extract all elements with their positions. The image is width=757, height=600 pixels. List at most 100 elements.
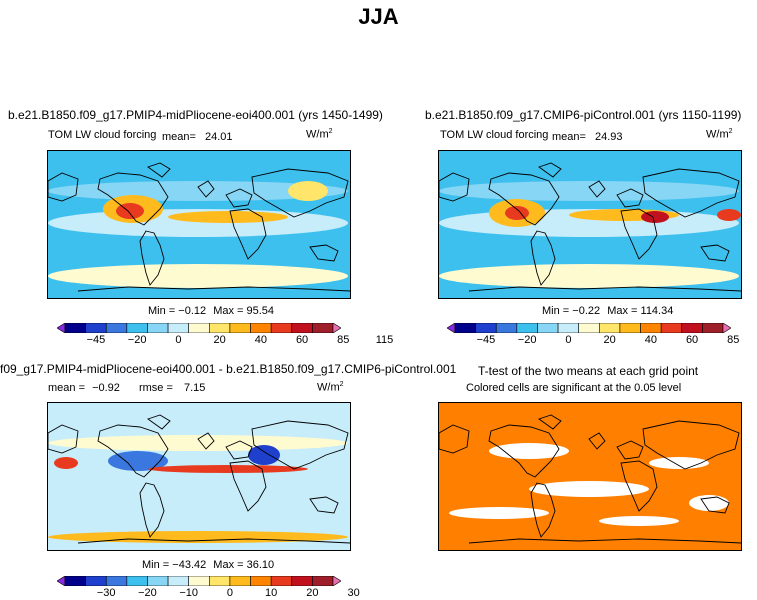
coastline (147, 162, 171, 178)
panel-1-map (47, 150, 351, 299)
panel-2-map (438, 150, 742, 299)
map-field-region (168, 211, 288, 223)
coastline (700, 496, 730, 514)
panel-3-rmse-label: rmse = (138, 382, 173, 394)
colorbar-swatch (250, 576, 272, 586)
colorbar-arrow-high (332, 323, 341, 333)
panel-1-mean-label: mean= (162, 131, 196, 143)
panel-1-mean: mean= 24.01 (162, 131, 233, 143)
colorbar-swatch (270, 576, 293, 586)
colorbar-swatch (640, 323, 662, 333)
colorbar-swatch (209, 576, 231, 586)
coastline (620, 460, 658, 512)
coastline (530, 482, 556, 538)
colorbar-arrow-high (332, 576, 341, 586)
panel-1-units: W/m2 (306, 128, 333, 141)
coastline (225, 188, 253, 208)
coastline (309, 244, 339, 262)
colorbar-tick-label: 0 (226, 587, 233, 599)
panel-2-min-label: Min = (542, 305, 570, 317)
coastline (97, 424, 169, 478)
colorbar-swatch (619, 323, 641, 333)
panel-3-mean: mean = −0.92 rmse = 7.15 (48, 382, 205, 394)
colorbar-swatch (291, 323, 313, 333)
panel-4-subtitle: Colored cells are significant at the 0.0… (466, 382, 682, 394)
colorbar-swatch (578, 323, 600, 333)
colorbar-tick-label: 60 (685, 334, 699, 346)
colorbar-tick-label: −10 (179, 587, 199, 599)
colorbar-swatch (209, 323, 231, 333)
panel-2-max-value: 114.34 (640, 305, 674, 317)
colorbar-tick-label: 0 (175, 334, 182, 346)
colorbar-swatch (188, 323, 210, 333)
map-field-region (48, 435, 348, 451)
colorbar-swatch (167, 576, 189, 586)
panel-2-max-label: Max = (607, 305, 638, 317)
panel-1-min-value: −0.12 (178, 305, 207, 317)
panel-1-units-label: W/m (306, 128, 329, 141)
coastline (48, 424, 79, 454)
map-field-region (54, 457, 78, 469)
map-field-region (48, 264, 348, 288)
coastline (538, 162, 562, 178)
coastline (488, 424, 560, 478)
colorbar-swatch (126, 323, 148, 333)
coastline (197, 180, 215, 198)
panel-2-colorbar (447, 323, 731, 333)
map-field-region (449, 507, 549, 519)
colorbar-swatch (475, 323, 497, 333)
colorbar-tick-label: 20 (213, 334, 226, 346)
coastline (309, 496, 339, 514)
colorbar-swatch (64, 576, 86, 586)
colorbar-arrow-high (722, 323, 731, 333)
panel-3-title: f09_g17.PMIP4-midPliocene-eoi400.001 - b… (0, 362, 457, 376)
panel-1-title: b.e21.B1850.f09_g17.PMIP4-midPliocene-eo… (8, 108, 383, 122)
panel-3-map (47, 402, 351, 551)
colorbar-swatch (229, 323, 251, 333)
colorbar-swatch (105, 323, 128, 333)
colorbar-swatch (126, 576, 148, 586)
coastline (197, 432, 215, 450)
map-field-region (529, 481, 649, 497)
colorbar-swatch (681, 323, 703, 333)
colorbar-arrow-low (57, 323, 66, 333)
coastline (139, 482, 165, 538)
colorbar-tick-label: 30 (347, 587, 360, 599)
coastline (468, 538, 741, 544)
coastline (642, 420, 740, 470)
panel-1-minmax: Min = −0.12 Max = 95.54 (148, 305, 274, 317)
map-field-region (689, 495, 729, 511)
colorbar-swatch (516, 323, 538, 333)
panel-3-colorbar (57, 576, 341, 586)
coastline (225, 440, 253, 460)
coastline (229, 460, 267, 512)
coastline (439, 172, 470, 202)
colorbar-tick-label: −20 (138, 587, 157, 599)
colorbar-swatch (270, 323, 293, 333)
panel-3-units: W/m2 (317, 381, 344, 394)
coastline (48, 172, 79, 202)
panel-2-units-label: W/m (706, 128, 729, 141)
coastline (468, 286, 741, 292)
colorbar-tick-label: 10 (265, 587, 278, 599)
panel-3-mean-value: −0.92 (92, 382, 120, 394)
coastline (616, 440, 644, 460)
map-field-region (439, 264, 739, 288)
coastline (97, 172, 169, 226)
colorbar-arrow-low (57, 576, 66, 586)
colorbar-swatch (599, 323, 621, 333)
coastline (488, 172, 560, 226)
panel-2-min-value: −0.22 (572, 305, 601, 317)
panel-3-rmse-value: 7.15 (183, 382, 206, 394)
panel-3-units-sup: 2 (339, 381, 344, 388)
colorbar-swatch (85, 576, 107, 586)
coastline (620, 208, 658, 260)
panel-2-units-sup: 2 (728, 128, 733, 135)
colorbar-tick-label: 40 (644, 334, 657, 346)
panel-3-mean-label: mean = (48, 382, 85, 394)
coastline (538, 414, 562, 430)
panel-3-min-value: −43.42 (172, 559, 207, 571)
panel-3-max-value: 36.10 (246, 559, 275, 571)
coastline (251, 420, 349, 470)
coastline (616, 188, 644, 208)
